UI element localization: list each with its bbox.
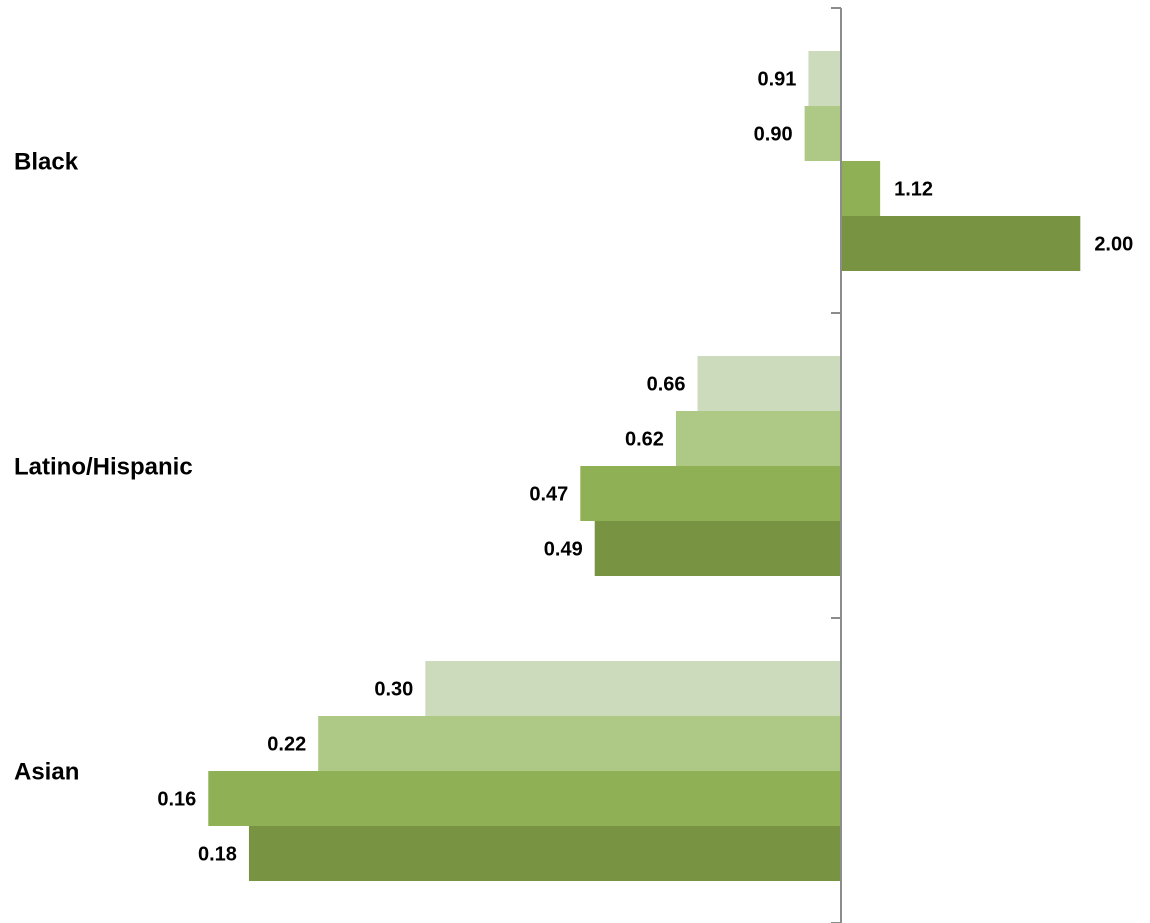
bar-asian-1: [425, 661, 841, 716]
bar-black-1: [808, 51, 841, 106]
category-label-black: Black: [14, 149, 79, 176]
bar-black-4: [841, 216, 1081, 271]
category-label-asian: Asian: [14, 759, 79, 786]
value-label-asian-4: 0.18: [198, 844, 237, 866]
value-label-latino-hispanic-4: 0.49: [544, 539, 583, 561]
value-label-asian-1: 0.30: [374, 679, 413, 701]
value-label-black-2: 0.90: [754, 124, 793, 146]
value-label-asian-3: 0.16: [157, 789, 196, 811]
bar-black-2: [804, 106, 841, 161]
value-label-latino-hispanic-3: 0.47: [529, 484, 568, 506]
bar-asian-4: [248, 826, 841, 881]
value-label-black-3: 1.12: [894, 179, 933, 201]
bar-latino-hispanic-2: [675, 411, 841, 466]
bars: [208, 51, 1081, 881]
bar-black-3: [841, 161, 881, 216]
value-axis: [831, 7, 842, 923]
data-labels: 0.91 0.90 1.12 2.00 0.66 0.62 0.47 0.49 0.30 0.22…: [157, 69, 1133, 866]
value-label-black-1: 0.91: [758, 69, 797, 91]
bar-latino-hispanic-4: [594, 521, 841, 576]
value-label-asian-2: 0.22: [267, 734, 306, 756]
value-label-latino-hispanic-1: 0.66: [647, 374, 686, 396]
category-label-latino-hispanic: Latino/Hispanic: [14, 454, 193, 481]
category-labels: Black Latino/Hispanic Asian: [14, 149, 193, 786]
bar-latino-hispanic-1: [697, 356, 841, 411]
bar-latino-hispanic-3: [580, 466, 841, 521]
value-label-black-4: 2.00: [1094, 234, 1133, 256]
bar-asian-2: [318, 716, 841, 771]
value-label-latino-hispanic-2: 0.62: [625, 429, 664, 451]
bar-asian-3: [208, 771, 841, 826]
